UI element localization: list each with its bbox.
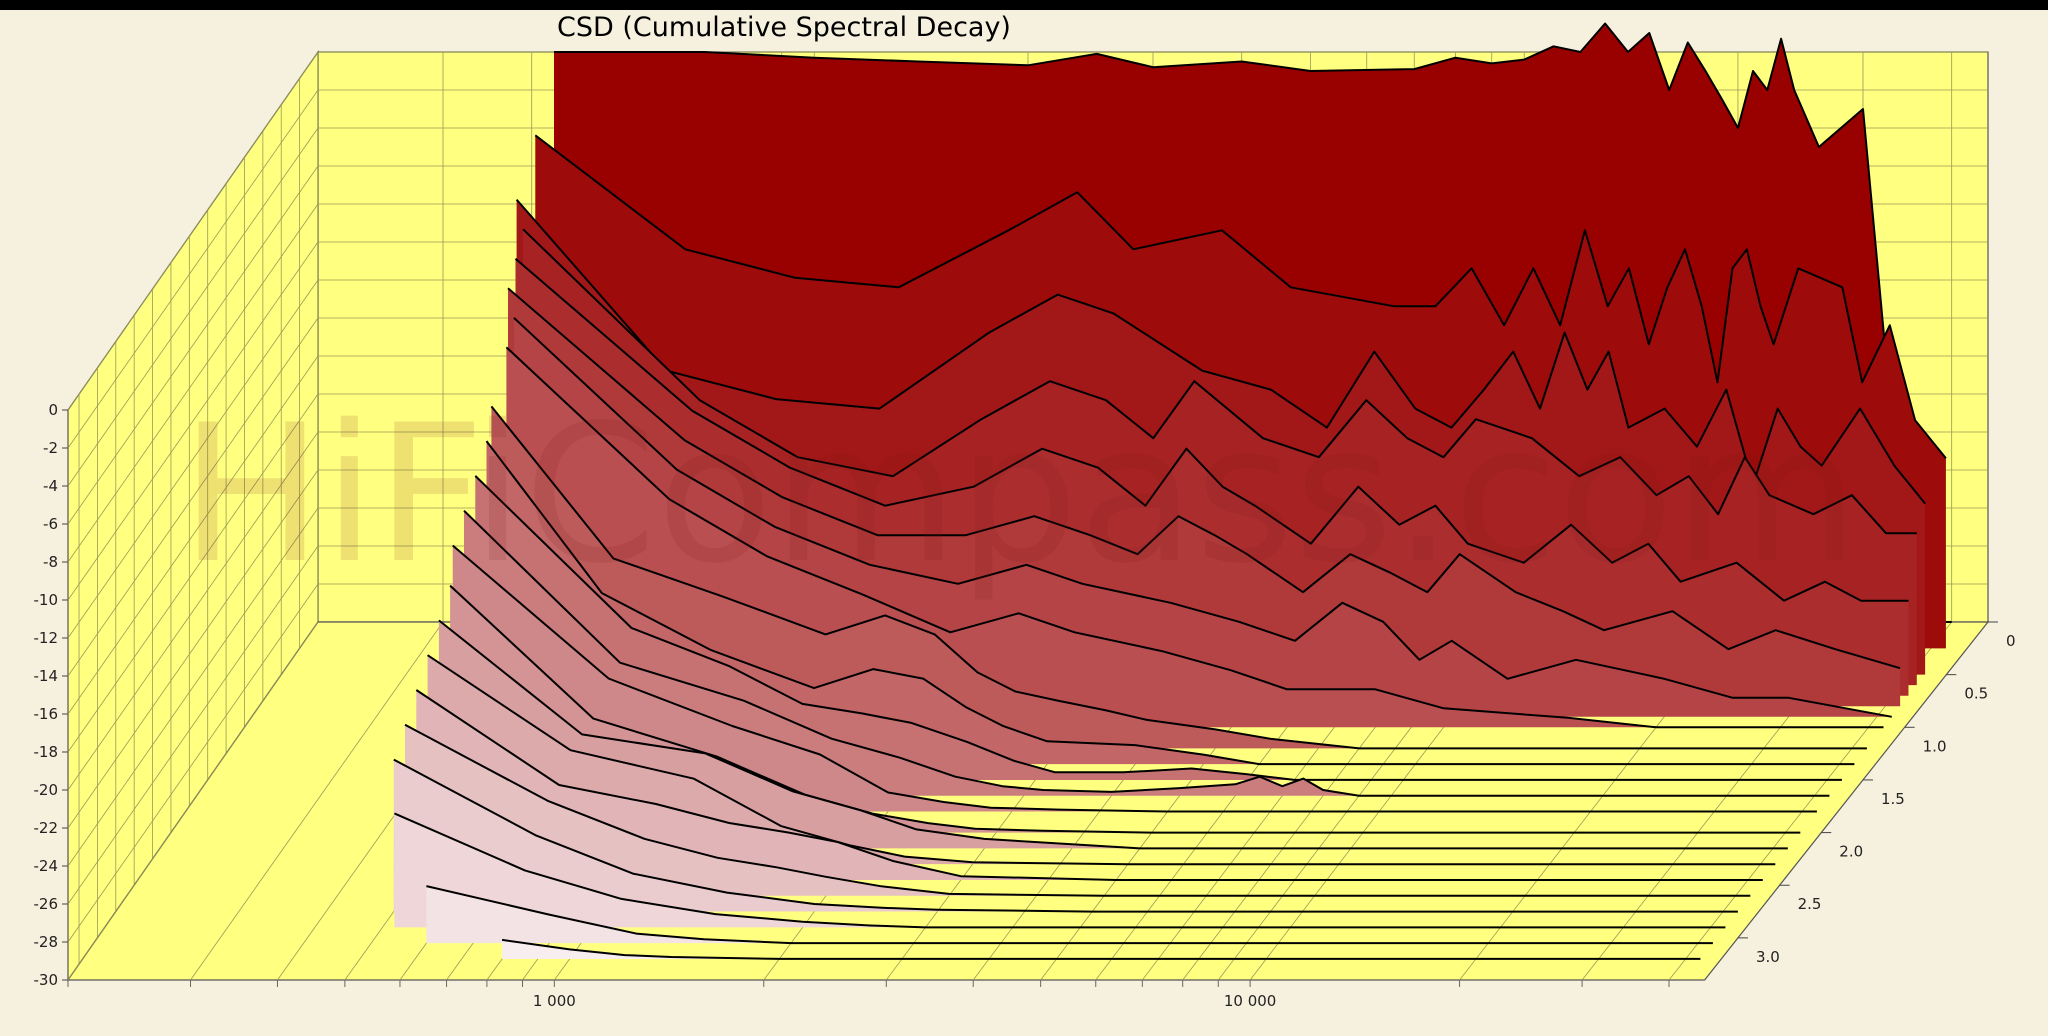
side-gridline — [67, 355, 319, 715]
side-gridline — [67, 279, 319, 639]
x-tick-label: 10 000 — [1224, 992, 1277, 1010]
side-gridline — [67, 89, 319, 449]
watermark-layer: HiFiCompass.com — [180, 384, 1859, 605]
decay-slice-line — [514, 257, 1909, 602]
decay-slice-line — [522, 228, 1917, 535]
decay-slice-fill — [438, 620, 1788, 849]
decay-slice-line — [393, 812, 1726, 929]
floor-gridline — [67, 621, 319, 981]
y-tick-label: -12 — [34, 629, 59, 647]
side-gridline — [67, 393, 319, 753]
y-tick-label: -16 — [34, 705, 59, 723]
decay-slice-line — [463, 509, 1830, 797]
side-gridline — [67, 127, 319, 487]
side-gridline — [67, 469, 319, 829]
decay-slice-line — [474, 475, 1842, 781]
decay-slice-line — [490, 405, 1867, 750]
z-tick-label: 1.5 — [1881, 790, 1905, 808]
y-tick-label: -10 — [34, 591, 59, 609]
decay-slice-line — [438, 619, 1788, 850]
y-tick-label: -8 — [43, 553, 58, 571]
y-tick-label: 0 — [48, 401, 58, 419]
y-tick-label: -14 — [34, 667, 59, 685]
z-tick-label: 2.0 — [1839, 843, 1863, 861]
z-axis-ticks: 0 0.5 1.0 1.5 2.0 2.5 3.0 — [1737, 621, 2016, 966]
decay-slice-line — [515, 198, 1926, 505]
side-gridline — [67, 241, 319, 601]
decay-slice-line — [449, 584, 1801, 834]
decay-slice-line — [534, 134, 1947, 459]
y-tick-label: -2 — [43, 439, 58, 457]
decay-slice-line — [505, 346, 1884, 729]
y-tick-label: -6 — [43, 515, 58, 533]
decay-slice-fill — [416, 690, 1763, 880]
z-tick-label: 0.5 — [1964, 685, 1988, 703]
side-gridline — [67, 583, 319, 943]
y-tick-label: -28 — [34, 933, 59, 951]
decay-slices — [393, 22, 1952, 960]
watermark: HiFiCompass.com — [180, 384, 1859, 605]
decay-slice-line — [513, 317, 1892, 718]
decay-slice-line — [415, 689, 1763, 881]
decay-slice-line — [393, 758, 1738, 913]
chart-title: CSD (Cumulative Spectral Decay) — [557, 12, 1011, 43]
decay-slice-line — [554, 22, 1952, 623]
side-gridline — [67, 431, 319, 791]
side-gridline — [67, 507, 319, 867]
decay-slice-fill — [502, 939, 1701, 959]
x-axis-ticks: 1 000 10 000 — [67, 980, 1670, 1010]
z-tick-label: 0 — [2006, 632, 2016, 650]
decay-slice-line — [452, 544, 1817, 813]
decay-slice-line — [501, 938, 1701, 960]
decay-slice-fill — [491, 406, 1867, 749]
y-tick-label: -22 — [34, 819, 59, 837]
floor-gridline — [190, 621, 444, 981]
y-tick-label: -18 — [34, 743, 59, 761]
y-axis-ticks: 0 -2 -4 -6 -8 -10 -12 -14 -16 -18 -20 -22 -24 -26 -28 -… — [34, 401, 68, 989]
decay-slice-line — [426, 885, 1713, 945]
decay-slice-fill — [426, 886, 1713, 944]
y-tick-label: -24 — [34, 857, 59, 875]
side-gridline — [67, 51, 319, 411]
decay-slice-line — [485, 440, 1855, 766]
z-tick-label: 2.5 — [1798, 895, 1822, 913]
x-tick-label: 1 000 — [533, 992, 576, 1010]
y-tick-label: -30 — [34, 971, 59, 989]
decay-slice-line — [404, 723, 1751, 897]
side-gridline — [67, 203, 319, 563]
y-tick-label: -20 — [34, 781, 59, 799]
side-gridline — [67, 165, 319, 525]
side-gridline — [67, 317, 319, 677]
y-tick-label: -26 — [34, 895, 59, 913]
top-border — [0, 0, 2048, 10]
decay-slice-line — [507, 287, 1901, 670]
y-tick-label: -4 — [43, 477, 58, 495]
z-tick-label: 3.0 — [1756, 948, 1780, 966]
side-gridline — [67, 545, 319, 905]
z-tick-label: 1.0 — [1923, 737, 1947, 755]
